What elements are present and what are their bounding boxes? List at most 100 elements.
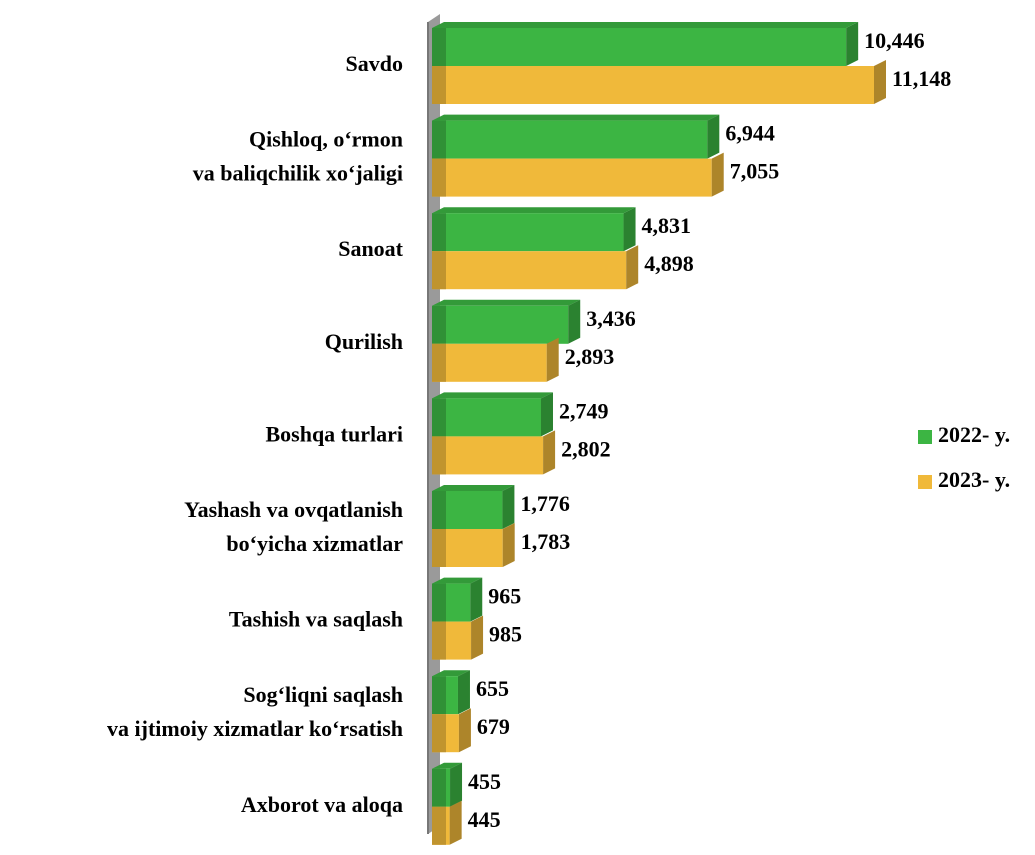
bar-face <box>432 806 446 845</box>
value-label: 10,446 <box>864 28 925 53</box>
bar <box>432 114 720 159</box>
bar-face <box>432 621 446 660</box>
bar-face <box>546 337 559 382</box>
category-label: Tashish va saqlash <box>229 607 403 632</box>
bar-face <box>432 392 553 399</box>
bar <box>432 523 515 567</box>
bar-face <box>432 436 544 475</box>
category-label: bo‘yicha xizmatlar <box>226 531 403 556</box>
value-label: 655 <box>476 676 509 701</box>
legend-swatch <box>918 475 932 489</box>
bar-face <box>502 485 515 529</box>
bar-face <box>874 60 886 104</box>
bar-face <box>432 583 446 622</box>
bar-face <box>471 615 484 660</box>
bar-face <box>450 762 463 807</box>
bar-face <box>626 245 639 290</box>
bar <box>432 152 724 197</box>
bar-face <box>707 114 720 159</box>
bar-face <box>432 251 446 290</box>
bar-face <box>432 485 515 491</box>
category-label: Boshqa turlari <box>265 421 403 446</box>
bar-face <box>432 66 874 104</box>
category-label: va ijtimoiy xizmatlar ko‘rsatish <box>107 716 403 741</box>
category-label: Sog‘liqni saqlash <box>243 682 403 707</box>
value-label: 6,944 <box>725 121 775 146</box>
value-label: 985 <box>489 622 522 647</box>
bar <box>432 800 462 845</box>
bar-face <box>432 577 483 584</box>
bar-face <box>432 398 446 437</box>
bar <box>432 670 470 715</box>
category-label: Qishloq, o‘rmon <box>249 127 403 152</box>
bar-face <box>432 28 446 66</box>
value-label: 4,831 <box>642 213 692 238</box>
bar-face <box>458 708 471 753</box>
bar-face <box>432 66 446 104</box>
value-label: 3,436 <box>586 306 636 331</box>
bar-face <box>432 436 446 475</box>
value-label: 4,898 <box>644 251 694 276</box>
bar-face <box>623 207 636 252</box>
bar-face <box>432 120 708 159</box>
value-label: 7,055 <box>730 159 780 184</box>
bar-face <box>432 207 636 214</box>
value-label: 965 <box>488 584 521 609</box>
bar <box>432 430 556 475</box>
bar-face <box>449 800 462 845</box>
legend-swatch <box>918 430 932 444</box>
value-label: 2,893 <box>565 344 615 369</box>
bar-face <box>540 392 553 437</box>
bar <box>432 299 581 344</box>
bar-face <box>432 213 446 252</box>
bar-face <box>432 676 446 715</box>
bar-face <box>432 158 446 197</box>
value-label: 2,802 <box>561 436 611 461</box>
bar-face <box>568 299 581 344</box>
bar-face <box>432 114 720 121</box>
bar-face <box>432 120 446 159</box>
bar <box>432 60 886 104</box>
bar <box>432 762 463 807</box>
bar-face <box>457 670 470 715</box>
bar-face <box>432 491 446 529</box>
bar-face <box>846 22 859 66</box>
bar-face <box>432 305 569 344</box>
value-label: 1,776 <box>520 491 570 516</box>
legend-label: 2023- y. <box>938 467 1010 492</box>
legend-label: 2022- y. <box>938 422 1010 447</box>
value-label: 1,783 <box>521 529 571 554</box>
bar-face <box>432 299 581 306</box>
value-label: 445 <box>468 807 501 832</box>
bar-face <box>432 670 470 677</box>
category-label: Qurilish <box>325 329 403 354</box>
bar-face <box>432 768 446 807</box>
bar <box>432 577 483 622</box>
bar-face <box>432 529 446 567</box>
category-label: Axborot va aloqa <box>241 792 403 817</box>
bar-face <box>432 343 547 382</box>
bar-face <box>432 28 847 66</box>
value-label: 11,148 <box>892 66 951 91</box>
bar-face <box>432 762 463 769</box>
bar <box>432 207 636 252</box>
bar-face <box>470 577 483 622</box>
bar-face <box>432 398 541 437</box>
value-label: 679 <box>477 714 510 739</box>
bar-face <box>432 251 627 290</box>
category-label: Yashash va ovqatlanish <box>184 497 403 522</box>
bar-face <box>502 523 515 567</box>
category-label: Sanoat <box>338 236 403 261</box>
category-label: Savdo <box>346 51 403 76</box>
bar-face <box>432 305 446 344</box>
bar-face <box>711 152 724 197</box>
value-label: 455 <box>468 769 501 794</box>
bar-face <box>543 430 556 475</box>
bar <box>432 22 859 66</box>
bar-face <box>432 343 446 382</box>
bar-face <box>432 22 859 28</box>
bar <box>432 708 471 753</box>
bar <box>432 392 553 437</box>
bar-face <box>432 213 624 252</box>
